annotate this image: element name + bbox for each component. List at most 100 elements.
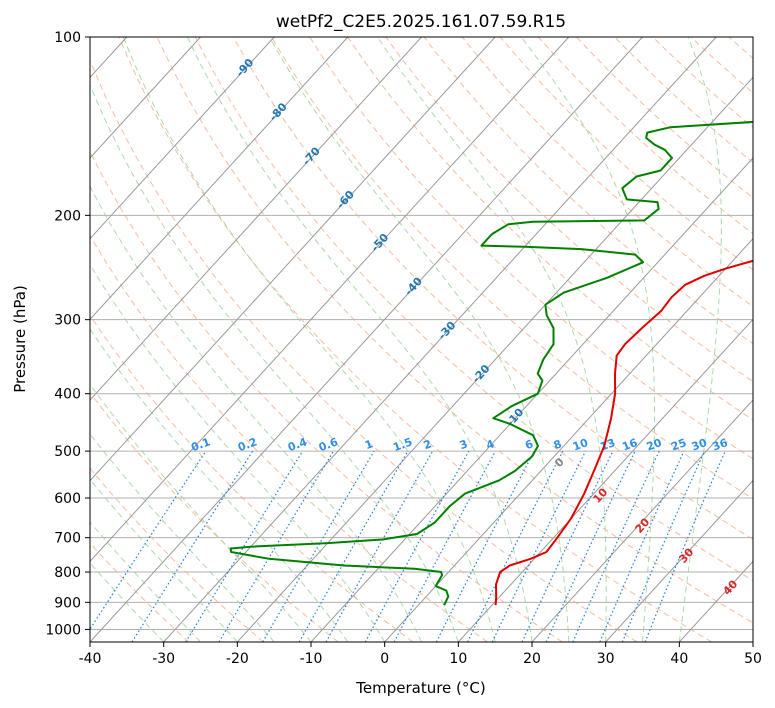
x-tick-label: 40	[670, 651, 688, 667]
y-tick-label: 800	[54, 565, 81, 581]
x-axis-label: Temperature (°C)	[355, 679, 485, 697]
y-axis: 100 200 300 400 500 600 700 800 900 1000	[45, 30, 90, 638]
mixing-ratio-label: 4	[484, 437, 496, 452]
mixing-ratio-line	[599, 450, 685, 642]
mixing-ratio-line	[90, 450, 207, 631]
isotherm-line	[752, 641, 753, 642]
chart-title: wetPf2_C2E5.2025.161.07.59.R15	[276, 12, 566, 32]
mixing-ratio-line	[364, 450, 470, 642]
dry-adiabat	[385, 37, 753, 383]
mixing-ratio-label: 6	[523, 437, 535, 452]
dry-adiabat	[728, 37, 753, 60]
mixing-ratio-label: 2	[422, 437, 434, 452]
moist-adiabat	[90, 328, 349, 642]
moist-adiabat	[90, 478, 238, 642]
isotherm-line	[90, 37, 275, 240]
x-tick-label: -30	[152, 651, 175, 667]
y-tick-label: 900	[54, 595, 81, 611]
x-tick-label: 30	[597, 651, 615, 667]
mixing-ratio-label: 1.5	[391, 435, 414, 454]
y-tick-label: 500	[54, 444, 81, 460]
mixing-ratio-line	[218, 450, 335, 642]
y-tick-label: 100	[54, 30, 81, 46]
mixing-ratio-line	[393, 450, 497, 642]
isotherm-line	[90, 37, 201, 159]
moist-adiabat	[90, 263, 386, 642]
plot-area: 0.1 0.2 0.4 0.6 1 1.5 2 3 4 6 8 10 13 16 20 25 30 36-90-8…	[90, 37, 753, 642]
x-tick-label: -10	[300, 651, 323, 667]
mixing-ratio-label: 16	[620, 436, 639, 454]
mixing-ratio-line	[521, 450, 614, 642]
temperature-line	[494, 259, 753, 606]
mixing-ratio-line	[644, 450, 726, 642]
y-tick-label: 400	[54, 387, 81, 403]
mixing-ratio-line	[572, 450, 660, 642]
dry-adiabat	[271, 37, 753, 500]
x-tick-label: 20	[523, 651, 541, 667]
dry-adiabat	[423, 37, 753, 345]
isotherm-line	[236, 76, 753, 642]
adiabat-label: 30	[676, 545, 696, 565]
moist-adiabat	[90, 562, 165, 642]
mixing-ratio-label: 25	[669, 436, 688, 453]
y-tick-label: 1000	[45, 622, 81, 638]
mixing-ratio-label: 3	[458, 437, 470, 452]
x-tick-label: -40	[79, 651, 102, 667]
adiabat-label: 40	[720, 577, 740, 597]
isotherm-line	[90, 37, 422, 401]
moist-adiabat	[90, 83, 459, 642]
mixing-ratio-line	[325, 450, 434, 642]
mixing-ratio-line	[185, 450, 304, 642]
mixing-ratio-line	[491, 450, 587, 642]
mixing-ratio-label: 1	[363, 437, 375, 452]
y-tick-label: 600	[54, 491, 81, 507]
x-tick-label: 10	[449, 651, 467, 667]
dry-adiabat	[194, 37, 753, 582]
dry-adiabat	[90, 467, 264, 642]
dry-adiabat	[90, 150, 563, 642]
mixing-ratio-label: 0.1	[189, 435, 212, 454]
plot-border	[89, 36, 754, 643]
dry-adiabat	[461, 37, 753, 308]
mixing-ratio-line	[131, 450, 254, 642]
mixing-ratio-label: 36	[711, 436, 730, 454]
adiabat-label: 0	[552, 455, 567, 470]
mixing-ratio-label: 0.2	[236, 435, 259, 454]
moist-adiabat	[520, 37, 655, 642]
adiabat-label: 20	[632, 515, 652, 535]
x-tick-label: -20	[226, 651, 249, 667]
dry-adiabat	[690, 37, 753, 94]
dry-adiabat	[576, 37, 753, 199]
dry-adiabat	[232, 37, 753, 540]
isotherm-line	[605, 479, 753, 642]
mixing-ratio-line	[621, 450, 706, 642]
mixing-ratio-line	[466, 450, 564, 642]
mixing-ratio-label: 0.6	[317, 435, 340, 454]
dry-adiabat	[90, 314, 414, 642]
isotherm-line	[163, 37, 717, 642]
dry-adiabat	[614, 37, 753, 164]
moist-adiabat	[186, 37, 533, 642]
isotherm-line	[310, 157, 753, 642]
dry-adiabat	[347, 37, 753, 421]
y-tick-label: 300	[54, 313, 81, 329]
mixing-ratio-label: 0.4	[286, 435, 309, 454]
mixing-ratio-label: 30	[690, 436, 709, 454]
mixing-ratio-label: 10	[571, 436, 590, 454]
mixing-ratio-label: 20	[645, 436, 664, 454]
adiabat-label: 10	[590, 485, 610, 505]
y-tick-label: 700	[54, 531, 81, 547]
isotherm-line	[457, 318, 753, 642]
isotherm-line	[90, 37, 643, 642]
isotherm-line	[90, 37, 496, 482]
isotherm-line	[90, 37, 570, 563]
x-tick-label: 50	[744, 651, 762, 667]
x-tick-label: 0	[380, 651, 389, 667]
dry-adiabat	[90, 391, 339, 642]
dewpoint-line	[229, 120, 753, 606]
y-axis-label: Pressure (hPa)	[11, 285, 29, 393]
moist-adiabat	[90, 383, 312, 642]
mixing-ratio-line	[262, 450, 375, 642]
mixing-ratio-label: 8	[552, 437, 564, 452]
